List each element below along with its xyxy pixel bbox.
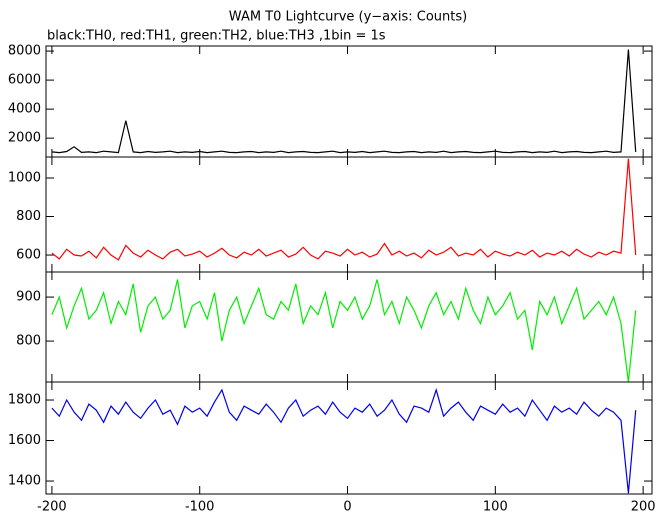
y-tick-label: 800 <box>16 209 41 224</box>
y-tick-label: 800 <box>16 334 41 349</box>
y-tick-label: 1600 <box>8 433 41 448</box>
y-tick-label: 8000 <box>8 44 41 59</box>
y-tick-label: 6000 <box>8 73 41 88</box>
panel-frame <box>45 381 653 495</box>
lightcurve <box>51 279 637 383</box>
x-tick-label: -100 <box>185 500 215 515</box>
y-tick-label: 1400 <box>8 474 41 489</box>
x-tick-label: 0 <box>343 500 351 515</box>
x-tick-label: -200 <box>37 500 67 515</box>
lightcurve <box>51 158 637 261</box>
y-tick-label: 1800 <box>8 393 41 408</box>
chart-title: WAM T0 Lightcurve (y−axis: Counts) <box>229 10 467 25</box>
x-tick-label: 200 <box>631 500 656 515</box>
x-tick-label: 100 <box>483 500 508 515</box>
y-tick-label: 1000 <box>8 170 41 185</box>
y-tick-label: 2000 <box>8 131 41 146</box>
panel-frame <box>45 271 653 383</box>
y-tick-label: 600 <box>16 248 41 263</box>
y-tick-label: 900 <box>16 290 41 305</box>
panel-frame <box>45 45 653 158</box>
lightcurve <box>51 387 637 494</box>
y-tick-label: 4000 <box>8 102 41 117</box>
lightcurve <box>51 49 637 154</box>
chart-subtitle: black:TH0, red:TH1, green:TH2, blue:TH3 … <box>47 29 386 44</box>
